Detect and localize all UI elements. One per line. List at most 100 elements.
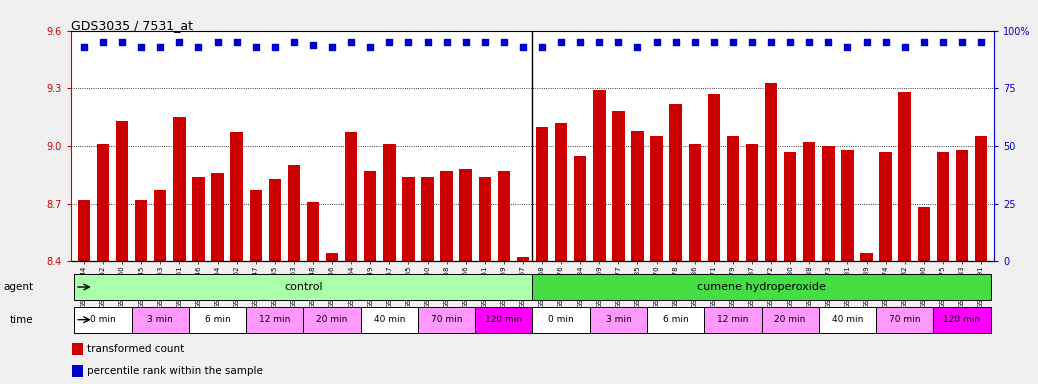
Point (381, 39, 398, 45)
Point (706, 39, 722, 45)
Point (515, 44, 531, 50)
Text: time: time (10, 314, 33, 325)
Text: 70 min: 70 min (431, 315, 462, 324)
Bar (402, 177, 414, 384)
Point (114, 39, 131, 45)
Bar (704, 307, 762, 333)
Point (133, 44, 149, 50)
Point (649, 39, 665, 45)
Bar (879, 152, 892, 384)
Point (782, 39, 798, 45)
Bar (288, 165, 300, 384)
Bar (861, 253, 873, 384)
Text: 6 min: 6 min (663, 315, 688, 324)
Point (858, 39, 875, 45)
Point (438, 39, 455, 45)
Bar (975, 136, 987, 384)
Point (247, 44, 264, 50)
Point (94, 39, 111, 45)
Point (343, 39, 359, 45)
Point (190, 44, 207, 50)
Bar (822, 146, 835, 384)
Point (400, 39, 416, 45)
Bar (192, 177, 204, 384)
Bar (899, 92, 911, 384)
Bar (517, 257, 529, 384)
Bar (72, 343, 83, 355)
Bar (803, 142, 816, 384)
Text: 3 min: 3 min (605, 315, 631, 324)
Bar (933, 307, 990, 333)
Point (572, 39, 589, 45)
Point (210, 39, 226, 45)
Point (534, 44, 550, 50)
Text: 40 min: 40 min (831, 315, 864, 324)
Point (476, 39, 493, 45)
Bar (383, 144, 395, 384)
Bar (479, 177, 491, 384)
Point (267, 44, 283, 50)
Bar (78, 200, 90, 384)
Bar (173, 117, 186, 384)
Bar (497, 171, 510, 384)
Bar (532, 307, 590, 333)
Bar (421, 177, 434, 384)
Point (324, 44, 340, 50)
Text: percentile rank within the sample: percentile rank within the sample (87, 366, 263, 376)
Text: cumene hydroperoxide: cumene hydroperoxide (698, 282, 826, 292)
Text: 70 min: 70 min (889, 315, 921, 324)
Point (629, 44, 646, 50)
Bar (918, 207, 930, 384)
Point (610, 39, 627, 45)
Bar (631, 131, 644, 384)
Point (954, 39, 971, 45)
Point (916, 39, 932, 45)
Point (725, 39, 741, 45)
Text: GDS3035 / 7531_at: GDS3035 / 7531_at (71, 19, 193, 32)
Point (973, 39, 989, 45)
Point (763, 39, 780, 45)
Bar (97, 144, 109, 384)
Bar (345, 132, 357, 384)
Point (228, 39, 245, 45)
Bar (72, 365, 83, 377)
Point (877, 39, 894, 45)
Text: transformed count: transformed count (87, 344, 185, 354)
Bar (574, 156, 586, 384)
Point (458, 39, 474, 45)
Bar (876, 307, 933, 333)
Bar (361, 307, 418, 333)
Text: 12 min: 12 min (717, 315, 748, 324)
Text: control: control (284, 282, 323, 292)
Text: 20 min: 20 min (317, 315, 348, 324)
Bar (956, 150, 968, 384)
Text: 120 min: 120 min (486, 315, 522, 324)
Bar (765, 83, 777, 384)
Point (362, 44, 379, 50)
Bar (269, 179, 281, 384)
Bar (230, 132, 243, 384)
Bar (536, 127, 548, 384)
Point (820, 39, 837, 45)
Text: 6 min: 6 min (204, 315, 230, 324)
Bar (590, 307, 647, 333)
Text: 20 min: 20 min (774, 315, 805, 324)
Bar (246, 307, 303, 333)
Point (743, 39, 760, 45)
Point (801, 39, 818, 45)
Point (591, 39, 607, 45)
Point (897, 44, 913, 50)
Point (495, 39, 512, 45)
Bar (440, 171, 453, 384)
Point (76, 44, 92, 50)
Point (305, 41, 322, 48)
Bar (647, 307, 704, 333)
Point (839, 44, 855, 50)
Text: 0 min: 0 min (548, 315, 574, 324)
Bar (135, 200, 147, 384)
Bar (727, 136, 739, 384)
Bar (418, 307, 475, 333)
Text: 40 min: 40 min (374, 315, 405, 324)
Point (171, 39, 188, 45)
Bar (841, 150, 853, 384)
